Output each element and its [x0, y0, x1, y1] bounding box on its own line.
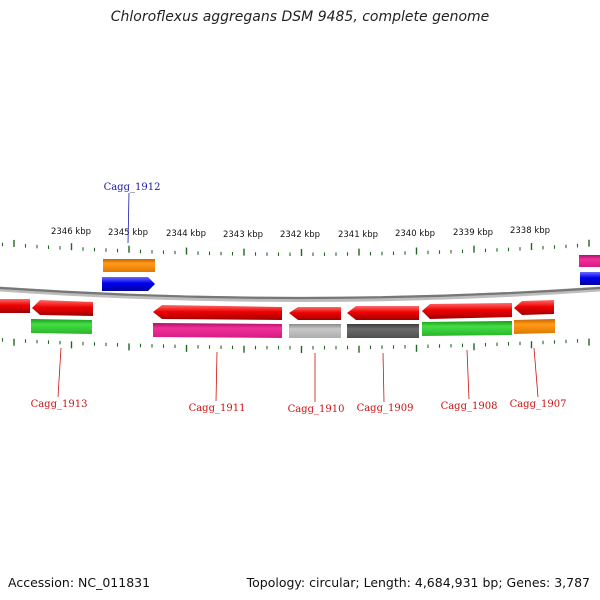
feature-orange-1907[interactable]: [514, 319, 555, 334]
label-leaders: [57, 192, 539, 403]
feature-magenta-1911[interactable]: [153, 323, 282, 338]
inner-tick-ring: [1, 338, 590, 353]
feature-magenta-edge[interactable]: [579, 255, 600, 267]
feature-green-1908[interactable]: [422, 321, 512, 336]
gene-1912-arrow[interactable]: [102, 277, 155, 291]
feature-gray-1910[interactable]: [289, 324, 341, 338]
forward-strand-features: [102, 255, 600, 291]
gene-label-1912[interactable]: Cagg_1912: [104, 182, 161, 193]
tick-label-2341: 2341 kbp: [338, 230, 378, 240]
gene-label-1907[interactable]: Cagg_1907: [510, 399, 567, 410]
accession-text: Accession: NC_011831: [8, 575, 151, 590]
gene-label-1910[interactable]: Cagg_1910: [288, 404, 345, 415]
kbp-labels: 2346 kbp 2345 kbp 2344 kbp 2343 kbp 2342…: [51, 226, 550, 240]
feature-orange-1912[interactable]: [103, 259, 155, 272]
tick-label-2340: 2340 kbp: [395, 229, 435, 239]
genome-stats-text: Topology: circular; Length: 4,684,931 bp…: [246, 575, 590, 590]
tick-label-2346: 2346 kbp: [51, 227, 91, 237]
gene-1913-arrow[interactable]: [32, 300, 93, 316]
gene-label-1909[interactable]: Cagg_1909: [357, 403, 414, 414]
gene-label-1911[interactable]: Cagg_1911: [189, 403, 246, 414]
genome-backbone: [0, 286, 600, 300]
gene-1908-arrow[interactable]: [422, 303, 512, 319]
tick-label-2338: 2338 kbp: [510, 226, 550, 236]
gene-1911-arrow[interactable]: [153, 305, 282, 320]
gene-1910-arrow[interactable]: [289, 307, 341, 320]
gene-1907-arrow[interactable]: [514, 300, 554, 315]
gene-labels: Cagg_1912 Cagg_1913 Cagg_1911 Cagg_1910 …: [31, 182, 567, 415]
gene-edge-reverse-arrow[interactable]: [0, 299, 30, 313]
reverse-strand-features: [0, 299, 555, 338]
gene-edge-forward-arrow[interactable]: [580, 272, 600, 285]
genome-backbone-shadow: [0, 286, 600, 302]
tick-label-2339: 2339 kbp: [453, 228, 493, 238]
outer-tick-ring: [1, 239, 590, 256]
feature-gray-1909[interactable]: [347, 324, 419, 338]
feature-green-1913[interactable]: [31, 319, 92, 334]
map-title: Chloroflexus aggregans DSM 9485, complet…: [110, 9, 490, 25]
gene-label-1908[interactable]: Cagg_1908: [441, 401, 498, 412]
gene-1909-arrow[interactable]: [347, 306, 419, 320]
gene-label-1913[interactable]: Cagg_1913: [31, 399, 88, 410]
tick-label-2343: 2343 kbp: [223, 230, 263, 240]
tick-label-2342: 2342 kbp: [280, 230, 320, 240]
tick-label-2344: 2344 kbp: [166, 229, 206, 239]
